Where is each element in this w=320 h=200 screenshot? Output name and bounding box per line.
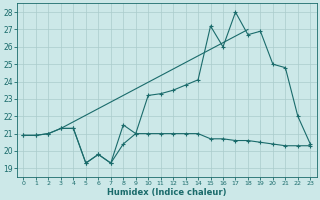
X-axis label: Humidex (Indice chaleur): Humidex (Indice chaleur) bbox=[107, 188, 227, 197]
